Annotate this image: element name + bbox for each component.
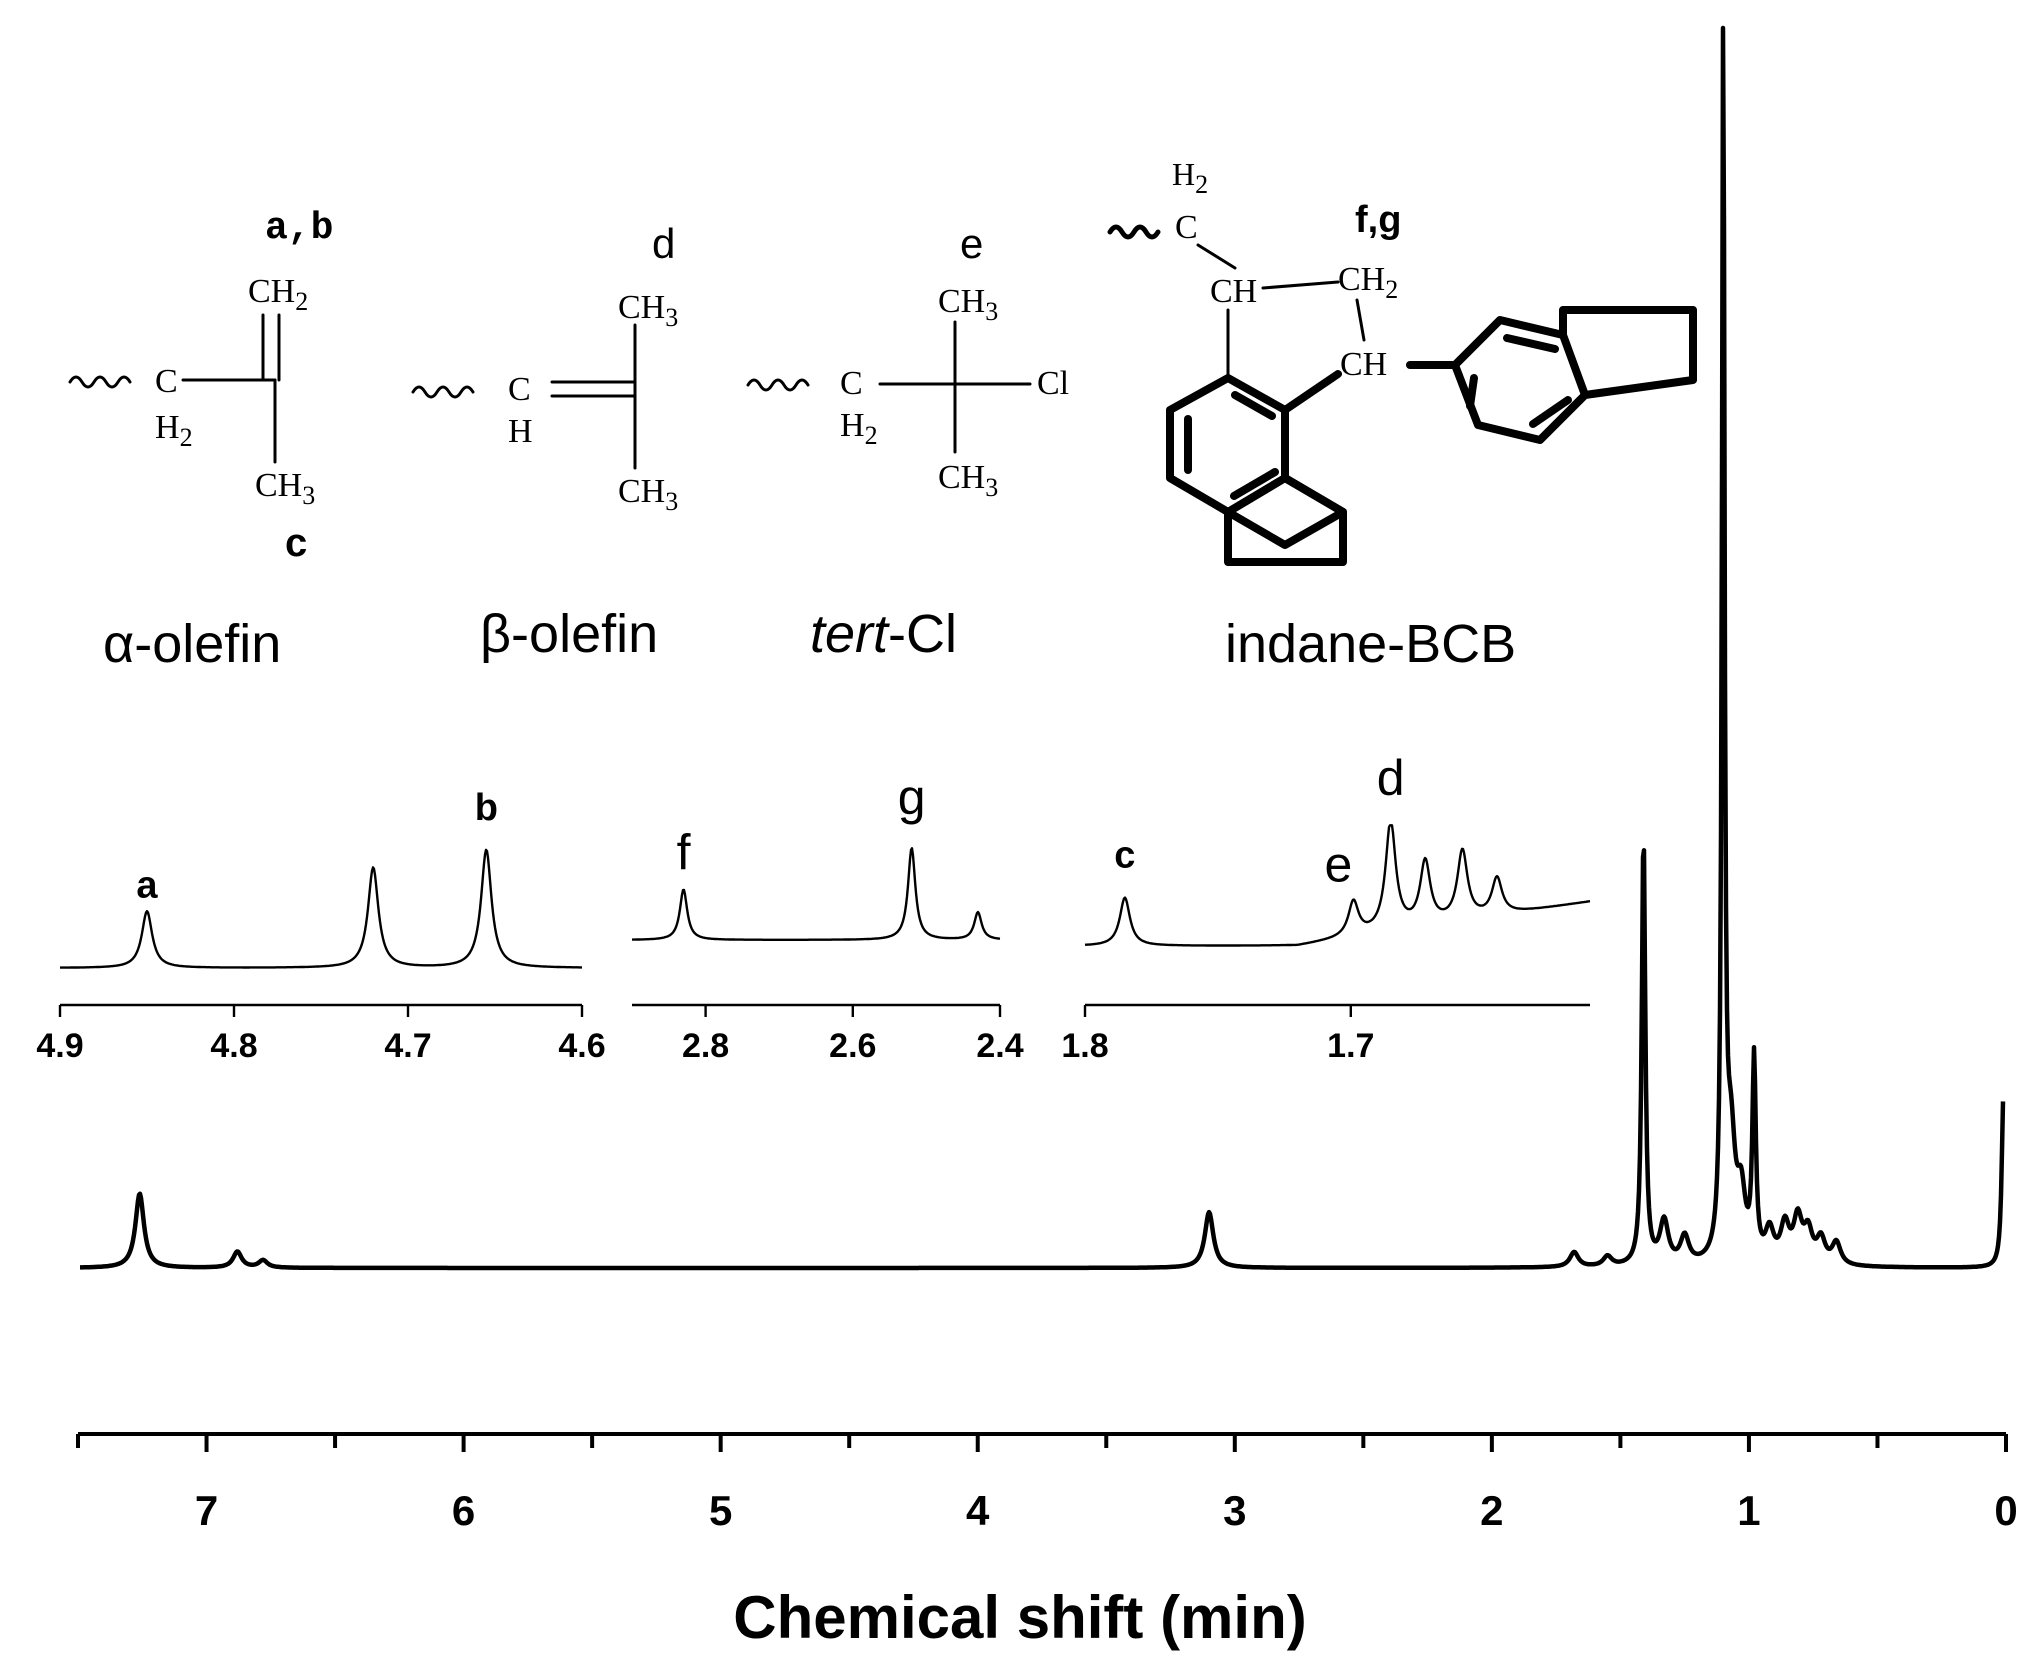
inset-tick-label: 2.8 <box>682 1027 729 1065</box>
beta-olefin-name: β-olefin <box>480 604 658 664</box>
inset-tick-label: 4.9 <box>36 1027 83 1065</box>
inset-spectrum-line <box>59 848 583 969</box>
peak-label-g: g <box>898 769 926 825</box>
spectrum-line <box>78 25 2006 1271</box>
inset-tick-label: 2.6 <box>829 1027 876 1065</box>
wavy-bond-icon <box>411 385 475 399</box>
wavy-bond-icon <box>68 375 132 389</box>
indane-h2: H2 <box>1172 156 1208 199</box>
structure-alpha-olefin: a,b CH2 C H2 CH3 c α-olefin <box>68 207 333 674</box>
peak-label-e: e <box>1325 837 1353 893</box>
label-f-g: f,g <box>1355 199 1401 241</box>
x-tick-label: 3 <box>1223 1487 1246 1534</box>
tert-ch3-top: CH3 <box>938 283 998 326</box>
indane-ch2: CH2 <box>1338 261 1398 304</box>
tert-cl: Cl <box>1037 365 1069 402</box>
beta-c: C <box>508 371 531 408</box>
alpha-c: C <box>155 363 178 400</box>
x-tick-label: 6 <box>452 1487 475 1534</box>
wavy-bond-icon <box>746 378 810 392</box>
structure-beta-olefin: d CH3 C H CH3 β-olefin <box>411 220 678 664</box>
alpha-olefin-name: α-olefin <box>103 614 281 674</box>
tert-ch3-bottom: CH3 <box>938 459 998 502</box>
x-tick-label: 1 <box>1737 1487 1760 1534</box>
inset-spectrum-line <box>1084 824 1591 947</box>
beta-h: H <box>508 413 533 450</box>
inset-tick-label: 4.7 <box>384 1027 431 1065</box>
alpha-h2: H2 <box>155 409 193 452</box>
peak-label-c: c <box>1114 835 1135 877</box>
label-c: c <box>285 521 307 565</box>
beta-ch3-top: CH3 <box>618 289 678 332</box>
structure-tert-cl: e CH3 C H2 Cl CH3 tert-Cl <box>746 220 1069 664</box>
x-axis-ticks: 7 6 5 4 3 2 1 0 <box>76 1434 2018 1534</box>
x-tick-label: 7 <box>195 1487 218 1534</box>
x-tick-label: 5 <box>709 1487 732 1534</box>
x-axis-label: Chemical shift (min) <box>733 1584 1306 1651</box>
peak-label-f: f <box>677 824 691 880</box>
alpha-ch3: CH3 <box>255 467 315 510</box>
tert-c: C <box>840 365 863 402</box>
peak-label-a: a <box>136 864 158 906</box>
beta-ch3-bottom: CH3 <box>618 473 678 516</box>
inset-tick-label: 2.4 <box>976 1027 1023 1065</box>
inset-2: 2.8 2.6 2.4 f g <box>631 769 1024 1065</box>
peak-label-d: d <box>1377 750 1405 806</box>
inset-3: 1.8 1.7 c ed <box>1061 750 1591 1065</box>
x-tick-label: 4 <box>966 1487 990 1534</box>
label-a-b: a,b <box>265 207 333 250</box>
structure-indane-bcb: H2 C f,g CH CH2 CH indane-BCB <box>1107 156 1697 674</box>
inset-spectra: 4.9 4.8 4.7 4.6 a b 2.8 2.6 2.4 f g 1.8 1.7 c ed <box>36 750 1591 1065</box>
tert-cl-name: tert-Cl <box>810 604 957 664</box>
label-d: d <box>652 220 675 267</box>
inset-1: 4.9 4.8 4.7 4.6 a b <box>36 787 605 1065</box>
tert-h2: H2 <box>840 407 878 450</box>
main-spectrum-plot: 7 6 5 4 3 2 1 0 Chemical shift (min) <box>76 25 2018 1651</box>
alpha-ch2: CH2 <box>248 273 308 316</box>
label-e: e <box>960 220 983 267</box>
inset-tick-label: 4.8 <box>210 1027 257 1065</box>
indane-ch-left: CH <box>1210 273 1257 310</box>
indane-bcb-name: indane-BCB <box>1225 614 1516 674</box>
x-tick-label: 2 <box>1480 1487 1503 1534</box>
inset-tick-label: 4.6 <box>558 1027 605 1065</box>
peak-label-b: b <box>475 787 498 829</box>
indane-c: C <box>1175 209 1198 246</box>
inset-tick-label: 1.8 <box>1061 1027 1108 1065</box>
inset-tick-label: 1.7 <box>1327 1027 1374 1065</box>
x-tick-label: 0 <box>1994 1487 2017 1534</box>
inset-spectrum-line <box>631 847 1001 941</box>
wavy-bond-icon <box>1107 224 1161 240</box>
indane-ch-right: CH <box>1340 346 1387 383</box>
